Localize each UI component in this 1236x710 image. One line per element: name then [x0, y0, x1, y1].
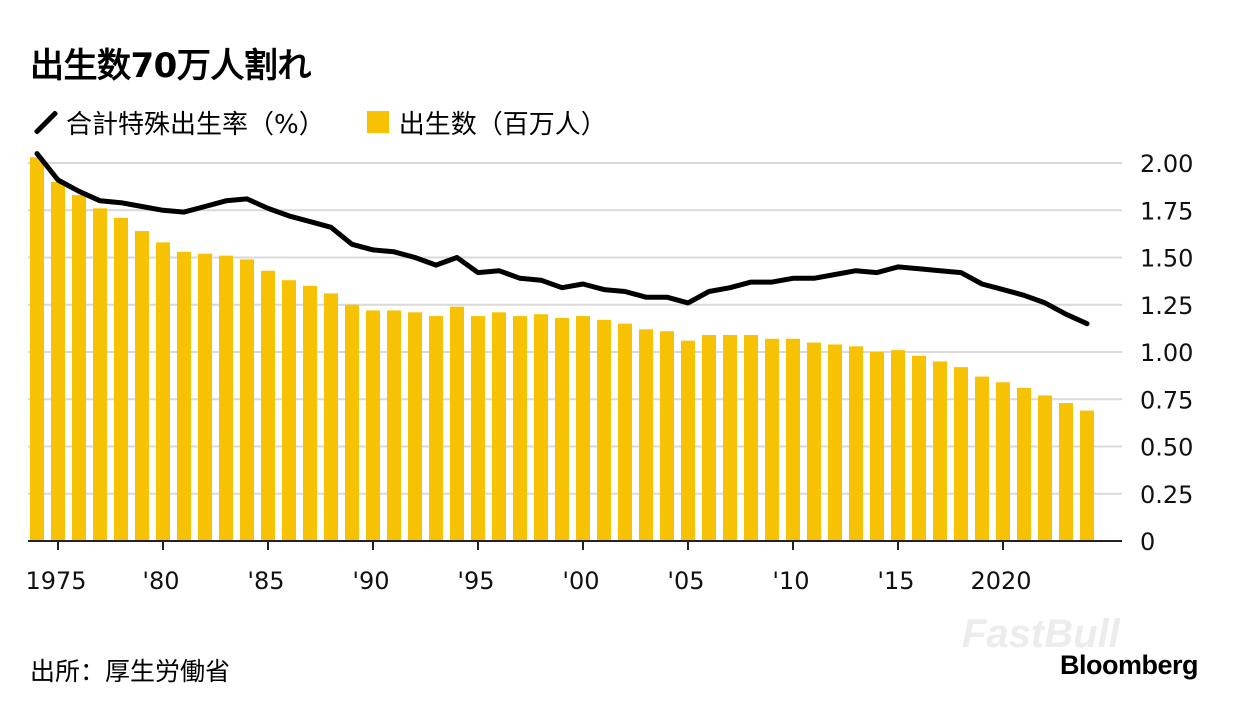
bar [723, 334, 737, 541]
legend-line-label: 合計特殊出生率（%） [66, 109, 325, 140]
x-tick-label: '00 [562, 567, 599, 595]
bar [912, 355, 926, 541]
x-tick-label: '80 [142, 567, 179, 595]
chart-title: 出生数70万人割れ [30, 46, 311, 86]
bar [534, 314, 548, 541]
bar [849, 346, 863, 541]
bar [786, 338, 800, 541]
bar [261, 270, 275, 541]
bar [450, 306, 464, 541]
x-tick-label: '85 [247, 567, 284, 595]
bar [555, 317, 569, 541]
bar [1017, 387, 1031, 541]
bar [177, 251, 191, 541]
bar [72, 195, 86, 541]
bar [156, 242, 170, 541]
y-tick-label: 2.00 [1140, 150, 1193, 178]
bar-swatch-icon [366, 111, 389, 133]
y-tick-label: 1.25 [1140, 292, 1193, 320]
legend-item-bar: 出生数（百万人） [366, 104, 607, 141]
bar [765, 338, 779, 541]
source-note: 出所：厚生労働省 [30, 657, 231, 686]
bar [303, 285, 317, 541]
bar [618, 323, 632, 541]
y-tick-label: 0 [1140, 528, 1155, 556]
bar [1038, 395, 1052, 541]
bar [954, 367, 968, 541]
bar [996, 382, 1010, 541]
bar [282, 280, 296, 541]
bar [744, 334, 758, 541]
legend: 合計特殊出生率（%） 出生数（百万人） [30, 104, 607, 140]
x-tick-label: '95 [457, 567, 494, 595]
bar [576, 316, 590, 541]
bar [492, 312, 506, 541]
bar [1080, 410, 1094, 541]
bar [828, 344, 842, 541]
watermark: FastBull [962, 612, 1120, 656]
legend-item-line: 合計特殊出生率（%） [30, 104, 325, 141]
x-tick-label: 1975 [25, 567, 86, 595]
bar [891, 350, 905, 541]
x-tick-label: '15 [877, 567, 914, 595]
y-tick-label: 1.00 [1140, 339, 1193, 367]
x-tick-label: '90 [352, 567, 389, 595]
bar [933, 361, 947, 541]
bar [429, 316, 443, 541]
y-tick-label: 0.25 [1140, 481, 1193, 509]
bar [975, 376, 989, 541]
bar [408, 312, 422, 541]
bar [30, 157, 44, 541]
bar [513, 316, 527, 541]
bar [240, 259, 254, 541]
bar [1059, 403, 1073, 541]
bar [681, 340, 695, 541]
bar [114, 217, 128, 541]
bar [639, 329, 653, 541]
bar [93, 208, 107, 542]
bar [807, 342, 821, 541]
bar [702, 334, 716, 541]
y-tick-label: 0.75 [1140, 386, 1193, 414]
x-tick-label: '10 [772, 567, 809, 595]
y-tick-label: 1.75 [1140, 197, 1193, 225]
bar [219, 255, 233, 542]
fertility-rate-line [34, 151, 1090, 327]
bar [345, 304, 359, 541]
line-swatch-icon [30, 109, 56, 135]
x-tick-label: '05 [667, 567, 704, 595]
bar [870, 352, 884, 541]
bar [597, 319, 611, 541]
bar [324, 293, 338, 541]
bar [51, 181, 65, 541]
bar [471, 316, 485, 541]
bar [660, 331, 674, 541]
chart: 0 0.25 0.50 0.75 1.00 1.25 1.50 1.75 2.00 1975 '80… [25, 150, 1193, 595]
x-tick-label: 2020 [970, 567, 1031, 595]
bar [198, 253, 212, 541]
y-tick-label: 1.50 [1140, 245, 1193, 273]
y-tick-label: 0.50 [1140, 434, 1193, 462]
brand-logo: Bloomberg [1059, 650, 1199, 680]
bar [135, 231, 149, 541]
bar [366, 310, 380, 541]
bar [387, 310, 401, 541]
legend-bar-label: 出生数（百万人） [398, 109, 607, 140]
